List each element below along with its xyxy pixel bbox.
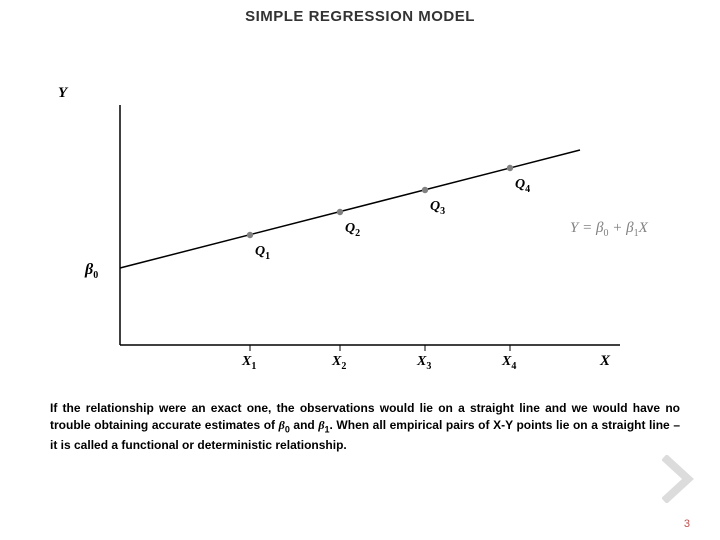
chart-svg: β0 Q1 Q2 Q3 Q4 X1 X2 X3 X4 X xyxy=(80,90,640,380)
svg-text:X3: X3 xyxy=(416,354,431,372)
svg-text:X1: X1 xyxy=(241,354,256,372)
svg-text:X4: X4 xyxy=(501,354,516,372)
svg-text:Q1: Q1 xyxy=(255,244,270,262)
y-axis-label: Y xyxy=(58,85,67,102)
svg-text:Q2: Q2 xyxy=(345,221,360,239)
svg-text:Q3: Q3 xyxy=(430,199,445,217)
svg-text:X: X xyxy=(599,353,611,369)
regression-chart: β0 Q1 Q2 Q3 Q4 X1 X2 X3 X4 X xyxy=(80,90,640,380)
slide-caption: If the relationship were an exact one, t… xyxy=(50,400,680,454)
svg-text:β0: β0 xyxy=(84,261,98,281)
svg-text:X2: X2 xyxy=(331,354,346,372)
svg-text:Q4: Q4 xyxy=(515,177,530,195)
y-axis-label-text: Y xyxy=(58,85,67,101)
slide: SIMPLE REGRESSION MODEL Y Y = β0 + β1X β… xyxy=(0,0,720,540)
chevron-right-icon xyxy=(662,455,696,508)
slide-title: SIMPLE REGRESSION MODEL xyxy=(0,8,720,25)
page-number: 3 xyxy=(684,518,690,530)
caption-and: and xyxy=(290,418,319,432)
